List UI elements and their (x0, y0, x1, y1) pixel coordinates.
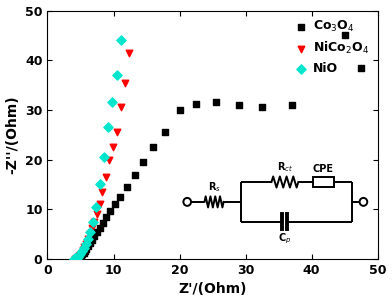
NiCo$_2$O$_4$ (110, 145, 116, 149)
Co$_3$O$_4$ (193, 101, 199, 106)
Co$_3$O$_4$ (100, 220, 106, 225)
NiO (71, 256, 77, 261)
NiCo$_2$O$_4$ (96, 202, 103, 207)
NiO (76, 253, 82, 258)
NiCo$_2$O$_4$ (77, 252, 83, 257)
NiCo$_2$O$_4$ (114, 130, 120, 135)
Co$_3$O$_4$ (79, 252, 85, 256)
Co$_3$O$_4$ (123, 185, 130, 189)
NiO (114, 73, 120, 78)
NiCo$_2$O$_4$ (83, 241, 89, 246)
NiO (100, 155, 107, 159)
NiO (104, 125, 111, 130)
Co$_3$O$_4$ (140, 160, 146, 165)
NiO (93, 204, 100, 209)
NiCo$_2$O$_4$ (72, 256, 78, 261)
Co$_3$O$_4$ (341, 33, 348, 38)
Co$_3$O$_4$ (103, 215, 109, 220)
Co$_3$O$_4$ (162, 130, 168, 135)
Co$_3$O$_4$ (176, 108, 183, 112)
NiCo$_2$O$_4$ (118, 105, 124, 110)
Co$_3$O$_4$ (87, 241, 94, 246)
Co$_3$O$_4$ (74, 255, 80, 260)
Co$_3$O$_4$ (77, 254, 83, 259)
Co$_3$O$_4$ (83, 246, 90, 251)
NiCo$_2$O$_4$ (75, 255, 81, 259)
Co$_3$O$_4$ (81, 250, 87, 255)
Co$_3$O$_4$ (259, 105, 265, 110)
Co$_3$O$_4$ (213, 100, 219, 105)
NiCo$_2$O$_4$ (85, 237, 91, 242)
Co$_3$O$_4$ (150, 145, 156, 149)
NiCo$_2$O$_4$ (122, 80, 128, 85)
NiCo$_2$O$_4$ (125, 50, 132, 55)
X-axis label: Z'/(Ohm): Z'/(Ohm) (178, 282, 247, 297)
Co$_3$O$_4$ (107, 209, 113, 214)
NiO (90, 219, 96, 224)
Co$_3$O$_4$ (358, 65, 364, 70)
NiO (73, 255, 80, 260)
Legend: Co$_3$O$_4$, NiCo$_2$O$_4$, NiO: Co$_3$O$_4$, NiCo$_2$O$_4$, NiO (293, 16, 372, 77)
NiCo$_2$O$_4$ (73, 255, 80, 260)
NiCo$_2$O$_4$ (81, 245, 87, 249)
NiCo$_2$O$_4$ (91, 219, 98, 224)
NiO (118, 38, 125, 43)
Co$_3$O$_4$ (131, 172, 138, 177)
Co$_3$O$_4$ (78, 253, 84, 258)
Co$_3$O$_4$ (89, 237, 96, 242)
NiCo$_2$O$_4$ (106, 157, 112, 162)
NiO (81, 246, 87, 251)
Co$_3$O$_4$ (117, 194, 123, 199)
Co$_3$O$_4$ (96, 225, 103, 230)
Co$_3$O$_4$ (91, 234, 98, 239)
NiO (75, 254, 81, 259)
NiCo$_2$O$_4$ (76, 254, 82, 259)
NiCo$_2$O$_4$ (89, 226, 95, 231)
Co$_3$O$_4$ (75, 255, 82, 260)
Co$_3$O$_4$ (236, 103, 242, 108)
NiCo$_2$O$_4$ (102, 175, 109, 179)
NiO (96, 182, 103, 187)
NiCo$_2$O$_4$ (87, 232, 93, 236)
NiO (83, 242, 89, 246)
NiO (87, 229, 94, 234)
NiCo$_2$O$_4$ (79, 250, 85, 255)
NiO (85, 237, 91, 242)
Y-axis label: -Z''/(Ohm): -Z''/(Ohm) (5, 95, 20, 174)
NiCo$_2$O$_4$ (80, 248, 86, 252)
NiO (109, 100, 115, 105)
NiCo$_2$O$_4$ (99, 190, 105, 194)
Co$_3$O$_4$ (82, 248, 88, 253)
Co$_3$O$_4$ (289, 103, 295, 108)
NiO (77, 251, 83, 256)
NiO (79, 249, 85, 253)
NiO (72, 255, 78, 260)
NiCo$_2$O$_4$ (94, 212, 100, 217)
Co$_3$O$_4$ (94, 230, 100, 235)
Co$_3$O$_4$ (112, 202, 118, 207)
Co$_3$O$_4$ (85, 244, 92, 249)
